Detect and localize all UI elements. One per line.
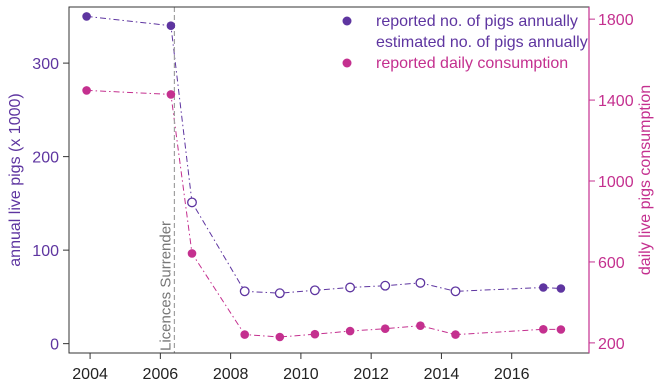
x-tick-label: 2008: [213, 366, 249, 383]
series-1-point: [166, 21, 176, 31]
series-1-point: [82, 12, 91, 21]
series-3-point: [82, 86, 91, 95]
left-y-axis: 0 100 200 300 annual live pigs (x 1000): [7, 56, 69, 354]
series-3-point: [240, 330, 249, 339]
x-tick-label: 2014: [424, 366, 460, 383]
x-tick-label: 2012: [353, 366, 389, 383]
series-3-point: [380, 324, 390, 334]
right-y-tick-label: 1400: [598, 93, 634, 110]
series-2-point: [415, 277, 426, 288]
series-3-point: [539, 325, 548, 334]
series-1-point: [556, 284, 566, 293]
series-2-point: [380, 280, 391, 291]
legend-label: estimated no. of pigs annually: [376, 34, 588, 51]
left-y-tick-label: 0: [50, 337, 59, 354]
connector-lines: [86, 15, 561, 338]
left-y-tick-label: 100: [32, 243, 59, 260]
series-1-point: [539, 283, 548, 292]
series-3-point: [187, 249, 197, 258]
series-connector-line: [86, 15, 561, 294]
vertical-reference-line: Licences Surrender: [157, 7, 176, 353]
x-axis: 2004 2006 2008 2010 2012 2014 2016: [72, 353, 530, 383]
right-y-axis-label: daily live pigs consumption: [637, 85, 654, 275]
series-3-point: [310, 329, 320, 339]
series-connector-line: [86, 89, 561, 338]
x-tick-label: 2010: [283, 366, 319, 383]
data-markers: [82, 12, 566, 342]
series-2-point: [187, 197, 197, 208]
legend-marker: [342, 16, 352, 26]
series-2-point: [450, 286, 461, 297]
left-y-tick-label: 300: [32, 56, 59, 73]
left-y-axis-label: annual live pigs (x 1000): [7, 93, 24, 266]
series-3-point: [556, 325, 566, 334]
series-2-point: [274, 288, 285, 299]
legend: reported no. of pigs annually estimated n…: [342, 13, 588, 72]
right-y-tick-label: 1000: [598, 174, 634, 191]
series-3-point: [451, 330, 460, 339]
x-tick-label: 2006: [143, 366, 179, 383]
left-y-tick-label: 200: [32, 150, 59, 167]
x-tick-label: 2016: [494, 366, 530, 383]
licences-surrender-label: Licences Surrender: [157, 221, 174, 351]
right-y-axis: 200 600 1000 1400 1800 daily live pigs consum…: [588, 7, 654, 353]
series-2-point: [239, 286, 250, 297]
series-3-point: [345, 326, 355, 336]
right-y-tick-label: 200: [598, 336, 625, 353]
legend-marker: [342, 58, 352, 68]
legend-label: reported no. of pigs annually: [376, 13, 578, 30]
series-2-point: [309, 285, 320, 296]
right-y-tick-label: 1800: [598, 12, 634, 29]
series-3-point: [416, 321, 425, 331]
legend-label: reported daily consumption: [376, 55, 568, 72]
right-y-tick-label: 600: [598, 255, 625, 272]
x-tick-label: 2004: [72, 366, 108, 383]
series-2-point: [345, 282, 356, 293]
series-3-point: [166, 90, 176, 99]
series-3-point: [275, 332, 285, 342]
